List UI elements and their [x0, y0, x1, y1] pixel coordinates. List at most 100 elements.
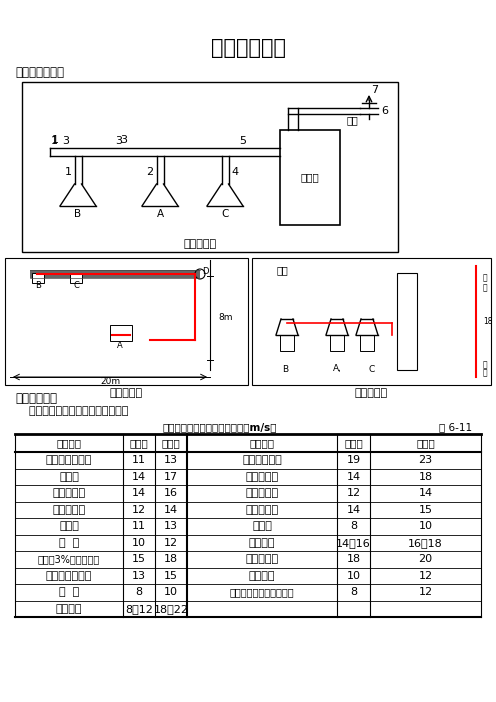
Text: 17: 17 [164, 472, 178, 482]
Text: 干塑砂: 干塑砂 [59, 522, 79, 531]
Text: 除尘系统图: 除尘系统图 [184, 239, 217, 249]
Text: 垂直管: 垂直管 [129, 438, 148, 448]
Text: 湿土（3%以下水分）: 湿土（3%以下水分） [38, 555, 100, 564]
Text: 二、流速选择: 二、流速选择 [15, 392, 57, 404]
Text: 尘: 尘 [483, 284, 488, 293]
Text: 12: 12 [132, 505, 146, 515]
Text: 14: 14 [164, 505, 178, 515]
Bar [32, 273, 44, 283]
Text: 橡  皮: 橡 皮 [59, 588, 79, 597]
Text: 水平管: 水平管 [416, 438, 435, 448]
Text: 18～22: 18～22 [153, 604, 188, 614]
Text: 软树脂（生末）: 软树脂（生末） [46, 571, 92, 581]
Text: 12: 12 [419, 571, 433, 581]
Text: 14: 14 [132, 489, 146, 498]
Text: 粗大混: 粗大混 [59, 472, 79, 482]
Text: 6: 6 [381, 106, 388, 116]
Text: 8: 8 [350, 522, 357, 531]
Bar [110, 325, 132, 341]
Text: 1: 1 [64, 167, 71, 177]
Bar [70, 273, 82, 283]
Text: 13: 13 [164, 522, 178, 531]
Bar [330, 335, 344, 351]
Text: 8m: 8m [218, 314, 233, 322]
Text: 除尘管道内最低空气流速的确定：: 除尘管道内最低空气流速的确定： [15, 406, 128, 416]
Text: 除: 除 [483, 274, 488, 282]
Text: 16～18: 16～18 [408, 538, 443, 548]
Text: 14: 14 [346, 505, 361, 515]
Text: 3: 3 [62, 136, 69, 146]
Text: 器: 器 [483, 369, 488, 378]
Text: 18: 18 [346, 555, 361, 564]
Text: 14: 14 [132, 472, 146, 482]
Text: 粉状的粘土和砂: 粉状的粘土和砂 [46, 456, 92, 465]
Text: B: B [35, 281, 41, 289]
Text: 7: 7 [372, 85, 378, 95]
Text: 表 6-11: 表 6-11 [439, 422, 472, 432]
Text: 3: 3 [116, 136, 123, 146]
Text: 煤  灰: 煤 灰 [59, 538, 79, 548]
Text: C: C [221, 209, 229, 219]
Text: C: C [73, 281, 79, 289]
Text: 16: 16 [164, 489, 178, 498]
Text: 大块湿木屑: 大块湿木屑 [246, 555, 279, 564]
Text: 棉（植纤维粉尘、杂质）: 棉（植纤维粉尘、杂质） [230, 588, 294, 597]
Text: 灰土、砂金: 灰土、砂金 [246, 472, 279, 482]
Text: 管道: 管道 [277, 265, 289, 275]
Text: 18: 18 [164, 555, 178, 564]
Text: A: A [117, 340, 123, 350]
Text: 12: 12 [346, 489, 361, 498]
Bar [30, 270, 200, 278]
Text: 20m: 20m [100, 378, 120, 387]
Text: 1: 1 [51, 136, 58, 146]
Text: 8: 8 [350, 588, 357, 597]
Text: 18: 18 [483, 317, 493, 326]
Text: 11: 11 [132, 522, 146, 531]
Text: 轻矿物粉尘: 轻矿物粉尘 [53, 505, 86, 515]
Text: 10: 10 [132, 538, 146, 548]
Text: 4: 4 [232, 167, 239, 177]
Text: 3: 3 [121, 135, 127, 145]
Text: 尘: 尘 [483, 361, 488, 369]
Text: 10: 10 [419, 522, 433, 531]
Text: 18: 18 [419, 472, 433, 482]
Text: 干微尘: 干微尘 [252, 522, 272, 531]
Text: 垂直管: 垂直管 [344, 438, 363, 448]
Text: 14: 14 [346, 472, 361, 482]
Text: A,: A, [332, 364, 341, 373]
Bar [360, 335, 374, 351]
Text: 磨碎粉尘: 磨碎粉尘 [249, 538, 275, 548]
Text: 管道主视图: 管道主视图 [355, 388, 388, 398]
Text: 风机: 风机 [346, 115, 358, 125]
Text: 大块干木屑: 大块干木屑 [246, 505, 279, 515]
Text: 23: 23 [419, 456, 433, 465]
Text: 13: 13 [164, 456, 178, 465]
Text: 水泥粉尘: 水泥粉尘 [56, 604, 82, 614]
Text: 除尘器: 除尘器 [301, 173, 319, 183]
Text: 12: 12 [164, 538, 178, 548]
Text: 20: 20 [419, 555, 433, 564]
Bar [397, 273, 417, 370]
Text: 管道俯视图: 管道俯视图 [110, 388, 143, 398]
Bar [5, 258, 248, 385]
Text: 11: 11 [132, 456, 146, 465]
Text: 15: 15 [132, 555, 146, 564]
Text: 15: 15 [164, 571, 178, 581]
Text: 重矿物粉尘: 重矿物粉尘 [53, 489, 86, 498]
Text: 粉尘性质: 粉尘性质 [57, 438, 81, 448]
Text: 8: 8 [135, 588, 142, 597]
Text: 水平管: 水平管 [162, 438, 181, 448]
Text: 10: 10 [347, 571, 361, 581]
Text: C: C [369, 364, 375, 373]
Text: B: B [282, 364, 288, 373]
Text: 磨和制（湿）: 磨和制（湿） [242, 456, 282, 465]
Text: 13: 13 [132, 571, 146, 581]
Text: D: D [202, 267, 208, 275]
Text: A: A [156, 209, 164, 219]
Text: 10: 10 [164, 588, 178, 597]
Text: 8～12: 8～12 [125, 604, 153, 614]
Text: 一、管道示意图: 一、管道示意图 [15, 65, 64, 79]
Bar [280, 335, 294, 351]
Bar [252, 258, 491, 385]
Text: 管道阻力计算: 管道阻力计算 [210, 38, 286, 58]
